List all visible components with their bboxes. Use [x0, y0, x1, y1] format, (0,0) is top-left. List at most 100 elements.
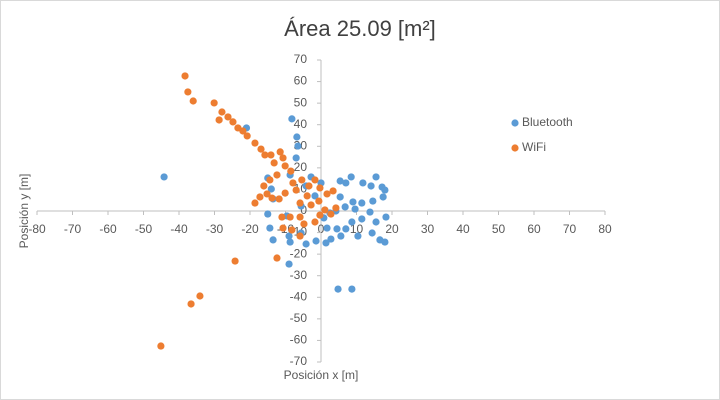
point: [229, 118, 237, 126]
point: [311, 218, 319, 226]
x-tick-label: 60: [527, 222, 541, 236]
point: [382, 213, 390, 221]
point: [261, 151, 269, 159]
point: [266, 176, 274, 184]
point: [286, 213, 294, 221]
point: [287, 167, 295, 175]
point: [285, 260, 293, 268]
point: [336, 193, 344, 201]
point: [334, 285, 342, 293]
y-tick-label: -30: [290, 268, 308, 282]
y-tick-label: 50: [294, 95, 308, 109]
legend-marker: [511, 144, 519, 152]
point: [288, 226, 296, 234]
x-tick-label: -70: [64, 222, 82, 236]
x-tick-label: 20: [385, 222, 399, 236]
point: [268, 194, 276, 202]
point: [285, 232, 293, 240]
point: [189, 97, 197, 105]
point: [279, 154, 287, 162]
point: [321, 206, 329, 214]
y-tick-label: 0: [300, 203, 307, 217]
point: [315, 197, 323, 205]
point: [316, 211, 324, 219]
point: [323, 190, 331, 198]
point: [260, 182, 268, 190]
point: [332, 204, 340, 212]
point: [264, 210, 272, 218]
point: [349, 198, 357, 206]
point: [270, 159, 278, 167]
point: [294, 142, 302, 150]
point: [278, 213, 286, 221]
point: [323, 224, 331, 232]
point: [273, 171, 281, 179]
x-tick-label: -50: [135, 222, 153, 236]
y-tick-label: 70: [294, 52, 308, 66]
point: [311, 176, 319, 184]
point: [292, 154, 300, 162]
point: [348, 285, 356, 293]
y-axis-label: Posición y [m]: [17, 174, 31, 249]
point: [184, 88, 192, 96]
point: [293, 133, 301, 141]
point: [281, 189, 289, 197]
point: [187, 300, 195, 308]
point: [329, 187, 337, 195]
point: [273, 254, 281, 262]
point: [342, 225, 350, 233]
chart-title: Área 25.09 [m²]: [284, 16, 436, 41]
point: [354, 232, 362, 240]
point: [218, 108, 226, 116]
point: [157, 342, 165, 350]
point: [288, 115, 296, 123]
point: [305, 182, 313, 190]
point: [266, 224, 274, 232]
y-tick-label: -60: [290, 333, 308, 347]
point: [342, 179, 350, 187]
point: [337, 232, 345, 240]
point: [296, 199, 304, 207]
x-tick-label: 50: [492, 222, 506, 236]
point: [296, 213, 304, 221]
point: [333, 225, 341, 233]
y-tick-label: 40: [294, 117, 308, 131]
point: [366, 208, 374, 216]
point: [367, 182, 375, 190]
y-tick-label: -20: [290, 246, 308, 260]
point: [381, 238, 389, 246]
point: [381, 186, 389, 194]
point: [358, 199, 366, 207]
point: [210, 99, 218, 107]
point: [281, 162, 289, 170]
x-tick-label: -40: [170, 222, 188, 236]
point: [307, 201, 315, 209]
x-tick-label: 0: [318, 222, 325, 236]
x-tick-label: 10: [350, 222, 364, 236]
point: [298, 176, 306, 184]
point: [263, 190, 271, 198]
point: [257, 145, 265, 153]
point: [269, 236, 277, 244]
y-tick-label: -70: [290, 354, 308, 368]
point: [303, 192, 311, 200]
x-tick-label: 30: [421, 222, 435, 236]
point: [341, 203, 349, 211]
point: [239, 127, 247, 135]
point: [322, 239, 330, 247]
point: [372, 173, 380, 181]
point: [160, 173, 168, 181]
point: [351, 205, 359, 213]
point: [279, 224, 287, 232]
x-tick-label: -60: [99, 222, 117, 236]
point: [372, 218, 380, 226]
legend-label: WiFi: [522, 140, 546, 154]
point: [359, 179, 367, 187]
x-tick-label: 70: [563, 222, 577, 236]
point: [251, 139, 259, 147]
point: [316, 184, 324, 192]
x-tick-label: -30: [206, 222, 224, 236]
point: [251, 199, 259, 207]
point: [369, 197, 377, 205]
point: [336, 177, 344, 185]
